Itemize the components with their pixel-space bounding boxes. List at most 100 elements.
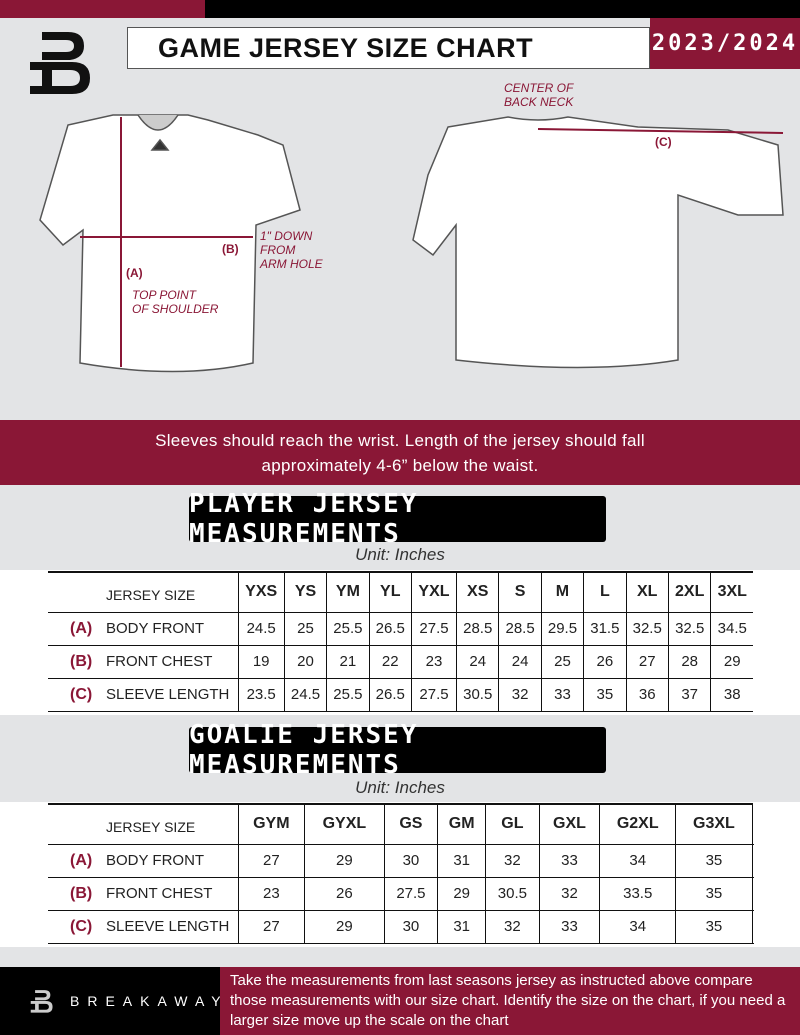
table-cell: 36 (625, 678, 669, 711)
table-cell: 27 (237, 844, 305, 877)
size-header: XL (625, 572, 669, 612)
measure-line-c (537, 128, 784, 134)
table-cell: 27 (237, 910, 305, 943)
table-cell: 29 (304, 844, 385, 877)
size-header-row: JERSEY SIZE YXS YS YM YL YXL XS S M L XL 2XL 3XL (48, 572, 753, 612)
table-cell: 33.5 (599, 877, 676, 910)
table-cell: 33 (538, 910, 600, 943)
table-cell: 29.5 (540, 612, 584, 645)
table-cell: 32 (485, 910, 540, 943)
row-label: (A) BODY FRONT (48, 612, 238, 645)
player-table: JERSEY SIZE YXS YS YM YL YXL XS S M L XL 2XL 3XL (A) B… (48, 571, 753, 712)
page-title: GAME JERSEY SIZE CHART (127, 27, 650, 69)
table-cell: 32.5 (625, 612, 669, 645)
row-letter: (C) (70, 917, 93, 935)
size-header: S (498, 572, 542, 612)
size-header (751, 804, 753, 844)
table-cell (751, 910, 753, 943)
arm-hole-note: 1" DOWN FROM ARM HOLE (260, 229, 323, 271)
row-name: FRONT CHEST (106, 652, 213, 670)
table-cell: 27 (625, 645, 669, 678)
row-letter: (A) (70, 619, 93, 637)
table-row: (A) BODY FRONT 24.5 25 25.5 26.5 27.5 28.5 28.5 2… (48, 612, 753, 645)
table-cell: 22 (368, 645, 412, 678)
row-name: SLEEVE LENGTH (106, 685, 230, 703)
row-label: (C) SLEEVE LENGTH (48, 678, 238, 711)
table-cell: 30 (383, 844, 438, 877)
table-cell: 29 (304, 910, 385, 943)
table-row: (C) SLEEVE LENGTH 27 29 30 31 32 33 34 35 (48, 910, 753, 943)
row-name: FRONT CHEST (106, 884, 213, 902)
table-cell: 35 (675, 910, 753, 943)
row-letter: (A) (70, 851, 93, 869)
table-cell: 29 (710, 645, 753, 678)
table-cell: 25 (283, 612, 327, 645)
row-letter: (B) (70, 652, 93, 670)
row-letter: (B) (70, 884, 93, 902)
table-cell: 27.5 (383, 877, 438, 910)
jersey-diagram (39, 114, 784, 373)
size-header: GS (383, 804, 438, 844)
table-cell: 35 (675, 844, 753, 877)
size-header: G2XL (599, 804, 676, 844)
table-cell: 29 (437, 877, 486, 910)
table-cell: 31 (437, 910, 486, 943)
table-cell: 26.5 (368, 612, 412, 645)
table-cell: 35 (583, 678, 627, 711)
row-label: (C) SLEEVE LENGTH (48, 910, 238, 943)
table-row: (C) SLEEVE LENGTH 23.5 24.5 25.5 26.5 27.5 30.5… (48, 678, 753, 711)
jersey-size-label: JERSEY SIZE (106, 819, 196, 836)
breakaway-logo-icon (30, 32, 90, 94)
table-cell: 33 (540, 678, 584, 711)
table-row: (B) FRONT CHEST 19 20 21 22 23 24 24 25 26 27 28 29 (48, 645, 753, 678)
size-header: GXL (538, 804, 600, 844)
table-cell: 27.5 (410, 612, 457, 645)
size-header: GM (437, 804, 486, 844)
table-cell: 24.5 (283, 678, 327, 711)
table-cell: 23 (410, 645, 457, 678)
size-header: YXS (237, 572, 285, 612)
table-cell (751, 844, 753, 877)
goalie-heading: GOALIE JERSEY MEASUREMENTS (189, 720, 606, 780)
table-cell: 35 (675, 877, 753, 910)
table-cell: 34 (599, 844, 676, 877)
instructions-banner: Sleeves should reach the wrist. Length o… (0, 420, 800, 485)
instructions-text: Sleeves should reach the wrist. Length o… (155, 431, 645, 475)
table-cell: 25.5 (326, 612, 370, 645)
goalie-unit: Unit: Inches (355, 778, 445, 797)
row-name: BODY FRONT (106, 851, 205, 869)
back-neck-note: CENTER OF BACK NECK (504, 81, 574, 109)
table-cell: 28 (667, 645, 711, 678)
table-cell: 30.5 (456, 678, 499, 711)
table-cell (751, 877, 753, 910)
size-header: 3XL (710, 572, 753, 612)
table-cell: 25.5 (326, 678, 370, 711)
size-header: M (540, 572, 584, 612)
table-cell: 37 (667, 678, 711, 711)
table-cell: 24 (456, 645, 499, 678)
shoulder-note: TOP POINT OF SHOULDER (132, 288, 219, 316)
size-header: G3XL (675, 804, 753, 844)
table-cell: 32 (485, 844, 540, 877)
table-cell: 26 (583, 645, 627, 678)
table-cell: 23 (237, 877, 305, 910)
size-header: XS (456, 572, 499, 612)
size-header: YXL (410, 572, 457, 612)
size-header: L (583, 572, 627, 612)
front-jersey-drawing (39, 114, 301, 373)
table-cell: 26.5 (368, 678, 412, 711)
table-cell: 28.5 (498, 612, 542, 645)
jersey-size-label: JERSEY SIZE (106, 587, 196, 604)
table-cell: 25 (540, 645, 584, 678)
table-cell: 26 (304, 877, 385, 910)
table-cell: 24.5 (237, 612, 285, 645)
table-row: (A) BODY FRONT 27 29 30 31 32 33 34 35 (48, 844, 753, 877)
row-letter: (C) (70, 685, 93, 703)
size-header: YL (368, 572, 412, 612)
size-header: GYXL (304, 804, 385, 844)
size-header-row: JERSEY SIZE GYM GYXL GS GM GL GXL G2XL G3XL (48, 804, 753, 844)
label-a: (A) (126, 266, 143, 280)
row-label: (B) FRONT CHEST (48, 645, 238, 678)
top-black-bar (205, 0, 800, 18)
back-jersey-drawing (412, 116, 784, 369)
